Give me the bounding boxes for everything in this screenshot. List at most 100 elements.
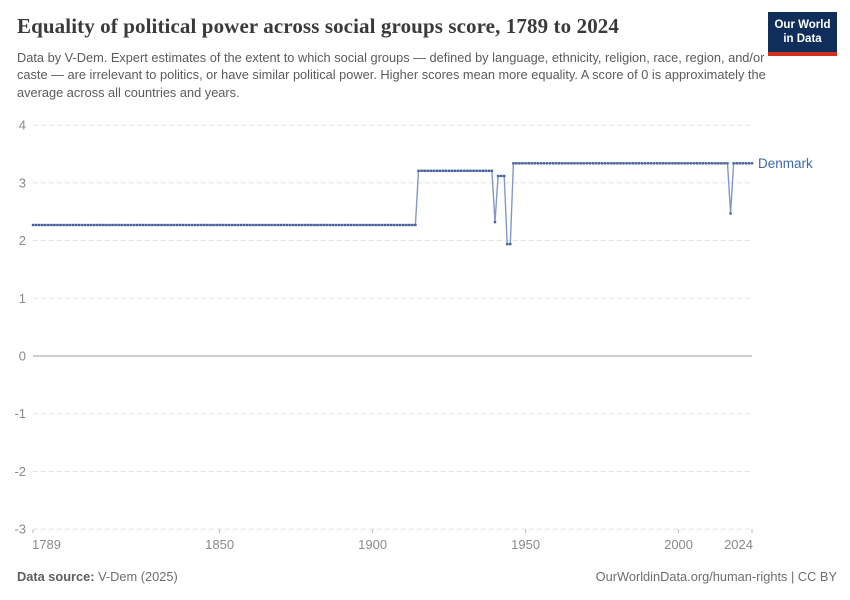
data-point-marker bbox=[616, 162, 619, 165]
owid-logo[interactable]: Our World in Data bbox=[768, 12, 837, 56]
data-point-marker bbox=[288, 223, 292, 227]
data-point-marker bbox=[512, 162, 515, 165]
data-point-marker bbox=[441, 169, 445, 172]
data-point-marker bbox=[484, 169, 487, 172]
data-point-marker bbox=[105, 223, 108, 227]
data-point-marker bbox=[426, 169, 429, 172]
data-point-marker bbox=[576, 162, 579, 165]
data-point-marker bbox=[132, 223, 136, 227]
data-point-marker bbox=[457, 169, 460, 172]
data-point-marker bbox=[178, 223, 182, 227]
data-point-marker bbox=[255, 223, 258, 227]
data-point-marker bbox=[160, 223, 163, 227]
data-point-marker bbox=[227, 223, 230, 227]
data-point-marker bbox=[411, 223, 414, 227]
data-point-marker bbox=[656, 162, 659, 165]
data-point-marker bbox=[444, 169, 448, 172]
data-point-marker bbox=[356, 223, 359, 227]
data-point-marker bbox=[301, 223, 304, 227]
data-point-marker bbox=[683, 162, 686, 165]
data-point-marker bbox=[53, 223, 56, 227]
data-point-marker bbox=[224, 223, 227, 227]
data-point-marker bbox=[313, 223, 316, 227]
rights-note[interactable]: OurWorldinData.org/human-rights | CC BY bbox=[595, 569, 837, 584]
data-point-marker bbox=[585, 162, 588, 165]
data-point-marker bbox=[129, 223, 133, 227]
data-point-marker bbox=[469, 169, 472, 172]
data-point-marker bbox=[414, 223, 417, 227]
data-point-marker bbox=[285, 223, 289, 227]
data-point-marker bbox=[169, 223, 172, 227]
owid-logo-line1: Our World bbox=[774, 19, 831, 31]
data-point-marker bbox=[337, 223, 341, 227]
x-tick-label: 1950 bbox=[511, 537, 540, 552]
data-point-marker bbox=[102, 223, 105, 227]
data-point-marker bbox=[695, 162, 699, 165]
data-point-marker bbox=[166, 223, 169, 227]
data-point-marker bbox=[481, 169, 484, 172]
data-point-marker bbox=[117, 223, 120, 227]
data-point-marker bbox=[135, 223, 139, 227]
data-point-marker bbox=[377, 223, 380, 227]
data-point-marker bbox=[108, 223, 111, 227]
data-point-marker bbox=[723, 162, 726, 165]
data-point-marker bbox=[689, 162, 692, 165]
data-point-marker bbox=[111, 223, 114, 227]
data-point-marker bbox=[328, 223, 331, 227]
data-point-marker bbox=[652, 162, 656, 165]
data-source-note: Data source: V-Dem (2025) bbox=[17, 569, 178, 584]
data-point-marker bbox=[236, 223, 240, 227]
data-point-marker bbox=[99, 223, 102, 227]
data-point-marker bbox=[671, 162, 674, 165]
data-point-marker bbox=[447, 169, 451, 172]
y-tick-label: 1 bbox=[19, 291, 26, 306]
series-label-denmark[interactable]: Denmark bbox=[758, 156, 813, 171]
data-point-marker bbox=[120, 223, 123, 227]
data-point-marker bbox=[499, 174, 503, 178]
data-point-marker bbox=[114, 223, 117, 227]
data-point-marker bbox=[423, 169, 426, 172]
data-point-marker bbox=[184, 223, 188, 227]
data-line[interactable] bbox=[33, 162, 752, 245]
data-point-marker bbox=[398, 223, 402, 227]
data-point-marker bbox=[503, 174, 506, 178]
data-point-marker bbox=[279, 223, 282, 227]
data-point-marker bbox=[438, 169, 442, 172]
data-point-marker bbox=[551, 162, 555, 165]
data-point-marker bbox=[674, 162, 677, 165]
data-point-marker bbox=[47, 223, 50, 227]
data-point-marker bbox=[735, 162, 738, 165]
data-point-marker bbox=[331, 223, 334, 227]
data-point-marker bbox=[350, 223, 353, 227]
data-point-marker bbox=[451, 169, 454, 172]
data-point-marker bbox=[383, 223, 387, 227]
data-point-marker bbox=[362, 223, 365, 227]
data-point-marker bbox=[686, 162, 689, 165]
data-point-marker bbox=[74, 223, 77, 227]
data-point-marker bbox=[643, 162, 647, 165]
data-point-marker bbox=[527, 162, 530, 165]
data-point-marker bbox=[454, 169, 457, 172]
data-point-marker bbox=[86, 223, 90, 227]
data-point-marker bbox=[429, 169, 432, 172]
data-point-marker bbox=[359, 223, 362, 227]
owid-logo-line2: in Data bbox=[783, 33, 822, 46]
data-point-marker bbox=[487, 169, 491, 172]
data-point-marker bbox=[365, 223, 368, 227]
data-point-marker bbox=[524, 162, 527, 165]
data-point-marker bbox=[123, 223, 126, 227]
y-tick-label: 3 bbox=[19, 175, 26, 190]
data-point-marker bbox=[276, 223, 279, 227]
data-point-marker bbox=[239, 223, 243, 227]
chart-footer: Data source: V-Dem (2025) OurWorldinData… bbox=[17, 569, 837, 584]
data-point-marker bbox=[389, 223, 393, 227]
y-tick-label: -2 bbox=[14, 464, 26, 479]
chart-subtitle: Data by V-Dem. Expert estimates of the e… bbox=[17, 50, 766, 100]
data-point-marker bbox=[395, 223, 399, 227]
data-point-marker bbox=[141, 223, 145, 227]
data-point-marker bbox=[41, 223, 44, 227]
data-point-marker bbox=[640, 162, 644, 165]
data-point-marker bbox=[533, 162, 536, 165]
